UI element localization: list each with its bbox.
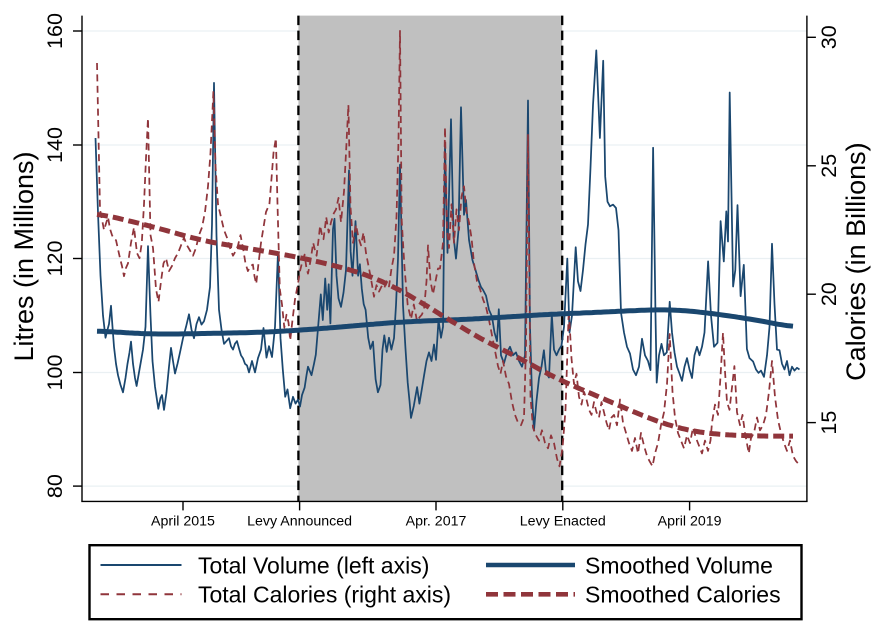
- svg-text:20: 20: [817, 282, 841, 306]
- svg-text:120: 120: [43, 241, 67, 277]
- svg-text:100: 100: [43, 355, 67, 391]
- svg-text:Levy Enacted: Levy Enacted: [520, 514, 606, 530]
- svg-text:140: 140: [43, 127, 67, 163]
- svg-text:15: 15: [817, 411, 841, 435]
- svg-text:Apr. 2017: Apr. 2017: [406, 514, 467, 530]
- svg-text:Levy Announced: Levy Announced: [247, 514, 352, 530]
- svg-text:Calories (in Billions): Calories (in Billions): [841, 142, 871, 381]
- svg-text:Smoothed Volume: Smoothed Volume: [585, 552, 773, 578]
- svg-text:Total Volume (left axis): Total Volume (left axis): [198, 552, 429, 578]
- svg-text:25: 25: [817, 154, 841, 178]
- svg-text:Litres (in Millions): Litres (in Millions): [9, 151, 39, 361]
- svg-text:80: 80: [43, 474, 67, 498]
- svg-text:30: 30: [817, 25, 841, 49]
- svg-text:April 2019: April 2019: [658, 514, 722, 530]
- svg-text:April 2015: April 2015: [151, 514, 215, 530]
- svg-text:160: 160: [43, 13, 67, 49]
- svg-text:Smoothed Calories: Smoothed Calories: [585, 582, 781, 608]
- svg-text:Total Calories (right axis): Total Calories (right axis): [198, 582, 451, 608]
